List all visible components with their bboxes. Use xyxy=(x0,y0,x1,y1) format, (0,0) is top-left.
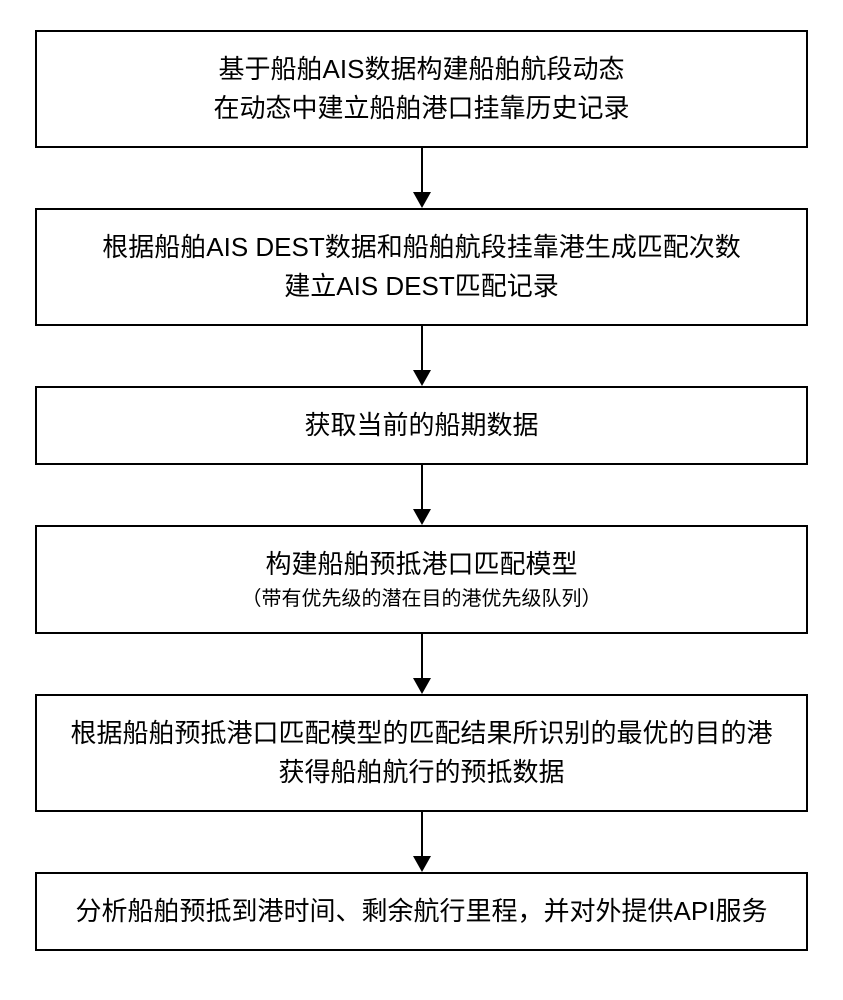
arrow-down-icon xyxy=(413,812,431,872)
arrow-down-icon xyxy=(413,326,431,386)
node-text: 根据船舶预抵港口匹配模型的匹配结果所识别的最优的目的港 xyxy=(70,714,772,753)
node-text: 在动态中建立船舶港口挂靠历史记录 xyxy=(213,89,629,128)
node-text: 建立AIS DEST匹配记录 xyxy=(284,267,558,306)
node-text: 获取当前的船期数据 xyxy=(304,406,538,445)
node-text: 构建船舶预抵港口匹配模型 xyxy=(265,545,577,584)
node-subtext: （带有优先级的潜在目的港优先级队列） xyxy=(242,584,602,614)
flowchart-container: 基于船舶AIS数据构建船舶航段动态 在动态中建立船舶港口挂靠历史记录 根据船舶A… xyxy=(35,30,808,951)
flow-node-1: 基于船舶AIS数据构建船舶航段动态 在动态中建立船舶港口挂靠历史记录 xyxy=(35,30,808,148)
node-text: 获得船舶航行的预抵数据 xyxy=(278,753,564,792)
arrow-down-icon xyxy=(413,148,431,208)
node-text: 根据船舶AIS DEST数据和船舶航段挂靠港生成匹配次数 xyxy=(102,228,740,267)
node-text: 基于船舶AIS数据构建船舶航段动态 xyxy=(219,50,625,89)
arrow-down-icon xyxy=(413,465,431,525)
flow-node-3: 获取当前的船期数据 xyxy=(35,386,808,465)
flow-node-4: 构建船舶预抵港口匹配模型 （带有优先级的潜在目的港优先级队列） xyxy=(35,525,808,634)
flow-node-5: 根据船舶预抵港口匹配模型的匹配结果所识别的最优的目的港 获得船舶航行的预抵数据 xyxy=(35,694,808,812)
flow-node-6: 分析船舶预抵到港时间、剩余航行里程，并对外提供API服务 xyxy=(35,872,808,951)
flow-node-2: 根据船舶AIS DEST数据和船舶航段挂靠港生成匹配次数 建立AIS DEST匹… xyxy=(35,208,808,326)
node-text: 分析船舶预抵到港时间、剩余航行里程，并对外提供API服务 xyxy=(76,892,768,931)
arrow-down-icon xyxy=(413,634,431,694)
